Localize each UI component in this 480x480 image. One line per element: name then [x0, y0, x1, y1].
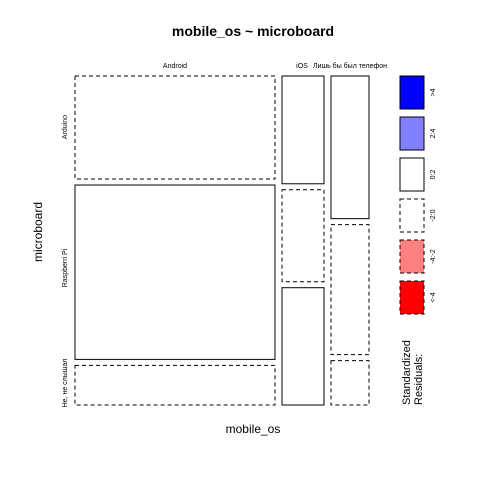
- legend-label-3: -2:0: [430, 209, 437, 221]
- legend-label-1: 2:4: [430, 129, 437, 139]
- legend-label-2: 0:2: [430, 170, 437, 180]
- row-label-raspberry-pi: Raspberri Pi: [62, 248, 69, 287]
- legend-title: Standardized Residuals:: [401, 337, 425, 405]
- legend-label-5: <-4: [430, 292, 437, 302]
- mosaic-cell-0-2: [74, 364, 276, 406]
- x-axis-title: mobile_os: [226, 422, 281, 436]
- mosaic-cell-2-1: [330, 224, 370, 356]
- column-label-ios: iOS: [296, 63, 308, 70]
- row-label-arduino: Arduino: [62, 115, 69, 139]
- legend-swatch-2: [399, 157, 425, 192]
- legend-swatch-0: [399, 75, 425, 110]
- legend-label-4: -4:-2: [430, 249, 437, 264]
- legend-swatch-3: [399, 198, 425, 233]
- residuals-legend: Standardized Residuals: >4 2:4 0:2 -2:0 -4:-…: [399, 75, 437, 405]
- column-label-android: Android: [163, 63, 187, 70]
- legend-swatch-1: [399, 116, 425, 151]
- mosaic-cell-0-1: [74, 184, 276, 360]
- mosaic-cells: [74, 75, 370, 406]
- legend-swatch-4: [399, 239, 425, 274]
- mosaic-cell-2-0: [330, 75, 370, 220]
- y-axis-title: microboard: [31, 202, 45, 262]
- chart-title: mobile_os ~ microboard: [172, 23, 334, 39]
- mosaic-cell-1-0: [281, 75, 325, 185]
- mosaic-cell-1-2: [281, 287, 325, 406]
- mosaic-cell-2-2: [330, 360, 370, 406]
- legend-title-line-1: Standardized: [401, 340, 413, 405]
- mosaic-cell-0-0: [74, 75, 276, 180]
- mosaic-cell-1-1: [281, 189, 325, 283]
- row-label-never-heard: Не, не слышал: [62, 359, 69, 408]
- legend-label-0: >4: [430, 88, 437, 96]
- column-label-any-phone: Лишь бы был телефон: [313, 62, 387, 70]
- legend-title-line-2: Residuals:: [413, 354, 425, 405]
- legend-swatch-5: [399, 280, 425, 315]
